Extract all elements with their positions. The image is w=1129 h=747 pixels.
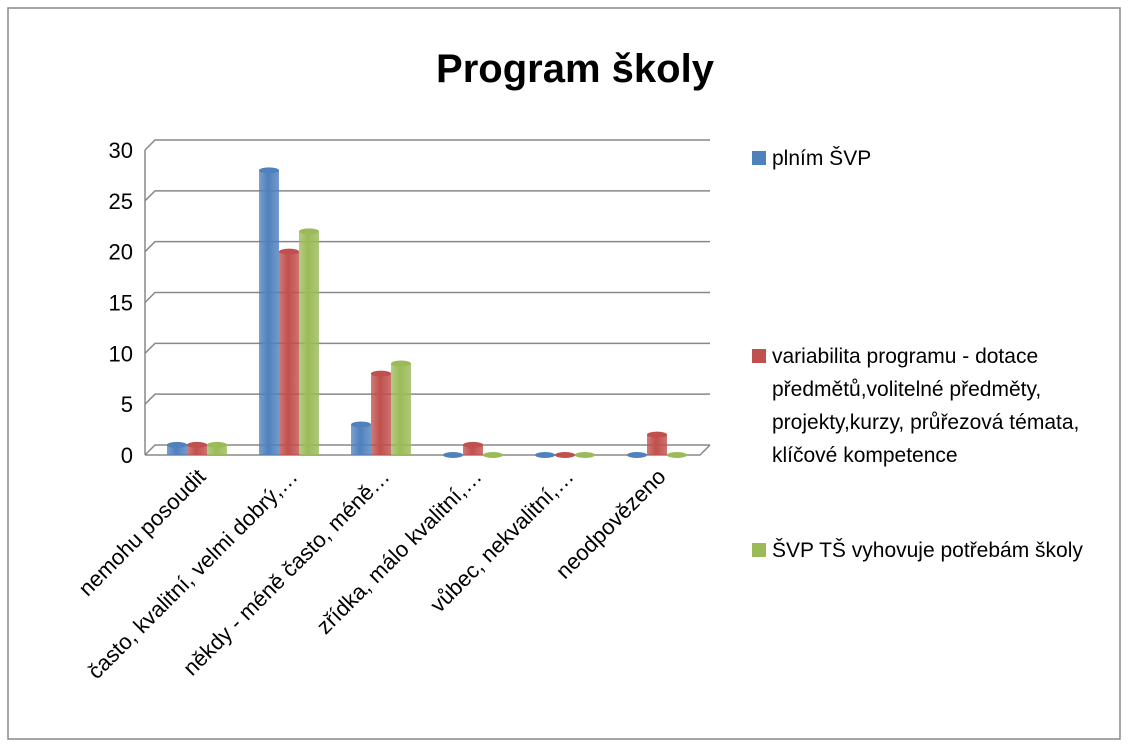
bar-cap xyxy=(351,421,371,428)
bar-cap xyxy=(627,452,647,458)
y-tick-label: 20 xyxy=(109,240,133,265)
bar-cap xyxy=(371,370,391,377)
legend-item: variabilita programu - dotace předmětů,v… xyxy=(752,340,1102,472)
bar-cap xyxy=(187,441,207,448)
bar-cap xyxy=(575,452,595,458)
legend-item: plním ŠVP xyxy=(752,142,1102,175)
floor xyxy=(145,444,711,456)
legend-label: plním ŠVP xyxy=(772,147,872,170)
bar-cap xyxy=(259,167,279,174)
bar-cap xyxy=(391,360,411,367)
bar-cap xyxy=(555,452,575,458)
bar xyxy=(207,444,227,455)
grid-line xyxy=(144,444,710,456)
y-tick-label: 15 xyxy=(109,291,133,316)
legend-item: ŠVP TŠ vyhovuje potřebám školy xyxy=(752,534,1102,567)
bar-cap xyxy=(443,452,463,458)
bar xyxy=(391,363,411,455)
bar-cap xyxy=(299,228,319,235)
legend-swatch xyxy=(752,543,766,557)
bar xyxy=(259,170,279,456)
bar-cap xyxy=(667,452,687,458)
grid-line xyxy=(144,342,710,354)
bar xyxy=(167,444,187,455)
bar-cap xyxy=(535,452,555,458)
bar xyxy=(187,444,207,455)
legend-swatch xyxy=(752,349,766,363)
y-tick-label: 10 xyxy=(109,341,133,366)
y-tick-label: 5 xyxy=(121,392,133,417)
y-tick-label: 0 xyxy=(121,443,133,468)
grid-line xyxy=(144,393,710,405)
bar xyxy=(279,251,299,455)
bar xyxy=(351,424,371,455)
grid-line xyxy=(144,291,710,304)
chart-border xyxy=(7,7,1121,740)
grid-line xyxy=(144,139,710,151)
legend-label: variabilita programu - dotace předmětů,v… xyxy=(772,345,1080,467)
bar-cap xyxy=(207,441,227,448)
legend-swatch xyxy=(752,151,766,165)
bar xyxy=(371,373,391,455)
bar xyxy=(647,434,667,455)
bar xyxy=(299,231,319,455)
legend-label: ŠVP TŠ vyhovuje potřebám školy xyxy=(772,539,1083,562)
y-tick-label: 30 xyxy=(109,138,133,163)
bar-cap xyxy=(463,441,483,448)
bar-cap xyxy=(279,248,299,255)
grid-line xyxy=(144,190,710,202)
chart-title: Program školy xyxy=(436,47,715,91)
bar-cap xyxy=(167,441,187,448)
grid-line xyxy=(144,240,710,253)
bar-cap xyxy=(647,431,667,438)
bar-cap xyxy=(483,452,503,458)
bar xyxy=(463,444,483,455)
y-tick-label: 25 xyxy=(109,189,133,214)
